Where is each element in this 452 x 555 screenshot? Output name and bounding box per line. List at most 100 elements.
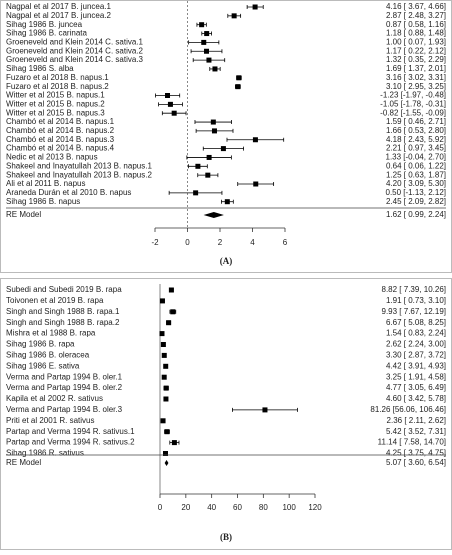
x-tick-label: 20 <box>181 503 190 512</box>
study-label: Groeneveld and Klein 2014 C. sativa.2 <box>6 46 144 55</box>
x-tick-label: 40 <box>207 503 216 512</box>
study-label: Chambó et al 2014 B. napus.2 <box>6 126 115 135</box>
point-estimate <box>195 163 201 169</box>
estimate-label: 4.60 [ 3.42, 5.78] <box>386 394 446 403</box>
estimate-label: 2.62 [ 2.24, 3.00] <box>386 340 446 349</box>
point-estimate <box>160 342 166 347</box>
estimate-label: 4.20 [ 3.09, 5.30] <box>386 179 446 188</box>
study-label: Sihag 1986 B. carinata <box>6 29 87 38</box>
estimate-label: 1.18 [ 0.88, 1.48] <box>386 29 446 38</box>
point-estimate <box>212 66 218 72</box>
estimate-label: 0.50 [-1.13, 2.12] <box>386 188 447 197</box>
study-label: Priti et al 2001 R. sativus <box>6 416 94 425</box>
estimate-label: 0.64 [ 0.06, 1.22] <box>386 161 446 170</box>
study-label: Sihag 1986 S. alba <box>6 64 74 73</box>
estimate-label: 8.82 [ 7.39, 10.26] <box>382 285 447 294</box>
estimate-label: 4.18 [ 2.43, 5.92] <box>386 135 446 144</box>
summary-diamond <box>203 212 224 218</box>
point-estimate <box>252 137 258 143</box>
study-label: Mishra et al 1988 B. rapa <box>6 329 96 338</box>
point-estimate <box>170 309 176 315</box>
study-label: Sihag 1986 B. juncea <box>6 20 83 29</box>
summary-estimate: 1.62 [ 0.99, 2.24] <box>386 210 446 219</box>
point-estimate <box>164 429 170 435</box>
x-tick-label: 6 <box>283 238 288 247</box>
point-estimate <box>161 352 167 358</box>
point-estimate <box>224 199 230 205</box>
summary-label: RE Model <box>6 210 41 219</box>
point-estimate <box>253 181 259 187</box>
estimate-label: 1.59 [ 0.46, 2.71] <box>386 117 446 126</box>
x-tick-label: 2 <box>218 238 223 247</box>
point-estimate <box>163 396 169 402</box>
estimate-label: 3.10 [ 2.95, 3.25] <box>386 82 446 91</box>
point-estimate <box>161 374 167 380</box>
point-estimate <box>231 13 237 19</box>
estimate-label: 2.45 [ 2.09, 2.82] <box>386 197 446 206</box>
estimate-label: 1.33 [-0.04, 2.70] <box>386 153 447 162</box>
study-label: Ali et al 2011 B. napus <box>6 179 85 188</box>
study-label: Shakeel and Inayatullah 2013 B. napus.1 <box>6 161 152 170</box>
estimate-label: 11.14 [ 7.58, 14.70] <box>378 438 446 447</box>
point-estimate <box>163 385 169 391</box>
point-estimate <box>220 146 226 152</box>
point-estimate <box>262 407 268 413</box>
study-label: Groeneveld and Klein 2014 C. sativa.1 <box>6 38 144 47</box>
point-estimate <box>204 31 210 37</box>
point-estimate <box>206 57 212 63</box>
estimate-label: 2.87 [ 2.48, 3.27] <box>386 11 446 20</box>
estimate-label: 1.25 [ 0.63, 1.87] <box>386 170 446 179</box>
panel-label: (B) <box>220 532 232 542</box>
study-label: Witter et al 2015 B. napus.1 <box>6 91 105 100</box>
study-label: Verma and Partap 1994 B. oler.2 <box>6 383 123 392</box>
study-label: Sihag 1986 B. rapa <box>6 340 75 349</box>
estimate-label: 3.25 [ 1.91, 4.58] <box>386 372 446 381</box>
study-label: Sihag 1986 R. sativus <box>6 449 84 458</box>
estimate-label: -0.82 [-1.55, -0.09] <box>380 108 446 117</box>
point-estimate <box>236 75 242 81</box>
x-tick-label: -2 <box>151 238 159 247</box>
x-tick-label: 60 <box>233 503 242 512</box>
estimate-label: 81.26 [56.06, 106.46] <box>370 405 446 414</box>
point-estimate <box>206 154 212 160</box>
study-label: Shakeel and Inayatullah 2013 B. napus.2 <box>6 170 152 179</box>
summary-diamond <box>164 460 169 466</box>
study-label: Araneda Durán et al 2010 B. napus <box>6 188 131 197</box>
point-estimate <box>160 418 166 424</box>
study-label: Kapila et al 2002 R. sativus <box>6 394 103 403</box>
estimate-label: 0.87 [ 0.58, 1.16] <box>386 20 446 29</box>
study-label: Subedi and Subedi 2019 B. rapa <box>6 285 122 294</box>
study-label: Partap and Verma 1994 R. sativus.2 <box>6 438 135 447</box>
estimate-label: 4.42 [ 3.91, 4.93] <box>386 361 446 370</box>
study-label: Sihag 1986 B. oleracea <box>6 351 90 360</box>
study-label: Fuzaro et al 2018 B. napus.1 <box>6 73 109 82</box>
point-estimate <box>168 287 174 293</box>
point-estimate <box>165 93 171 98</box>
point-estimate <box>204 48 210 54</box>
point-estimate <box>171 440 177 446</box>
x-tick-label: 120 <box>308 503 322 512</box>
estimate-label: -1.23 [-1.97, -0.48] <box>380 91 446 100</box>
study-label: Sihag 1986 E. sativa <box>6 361 80 370</box>
study-label: Witter et al 2015 B. napus.3 <box>6 108 105 117</box>
estimate-label: 4.77 [ 3.05, 6.49] <box>386 383 446 392</box>
estimate-label: 4.16 [ 3.67, 4.66] <box>386 2 446 11</box>
study-label: Groeneveld and Klein 2014 C. sativa.3 <box>6 55 144 64</box>
estimate-label: 4.25 [ 3.75, 4.75] <box>386 449 446 458</box>
estimate-label: 1.32 [ 0.35, 2.29] <box>386 55 446 64</box>
estimate-label: 2.21 [ 0.97, 3.45] <box>386 144 446 153</box>
study-label: Chambó et al 2014 B. napus.4 <box>6 144 115 153</box>
estimate-label: 1.00 [ 0.07, 1.93] <box>386 38 446 47</box>
study-label: Singh and Singh 1988 B. rapa.2 <box>6 318 120 327</box>
x-tick-label: 0 <box>158 503 163 512</box>
study-label: Nedic et al 2013 B. napus <box>6 153 98 162</box>
estimate-label: 9.93 [ 7.67, 12.19] <box>382 307 447 316</box>
study-label: Nagpal et al 2017 B. juncea.2 <box>6 11 112 20</box>
estimate-label: 6.67 [ 5.08, 8.25] <box>386 318 446 327</box>
study-label: Sihag 1986 B. napus <box>6 197 80 206</box>
point-estimate <box>171 110 177 116</box>
study-label: Verma and Partap 1994 B. oler.3 <box>6 405 123 414</box>
estimate-label: 1.54 [ 0.83, 2.24] <box>386 329 446 338</box>
point-estimate <box>163 363 169 369</box>
estimate-label: 1.69 [ 1.37, 2.01] <box>386 64 446 73</box>
